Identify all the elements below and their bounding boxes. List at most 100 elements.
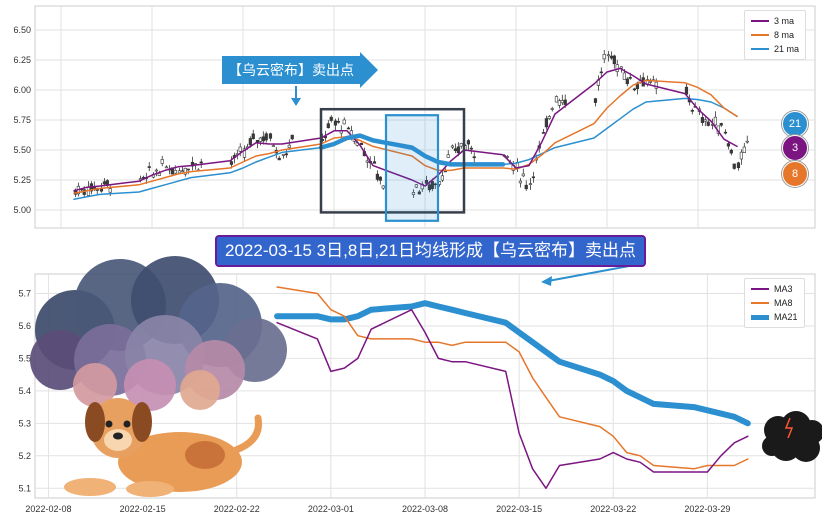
- candle-body: [433, 183, 437, 186]
- candle-body: [745, 140, 749, 143]
- dog-nose: [113, 432, 123, 440]
- legend-label: MA3: [774, 284, 793, 294]
- dog-spot: [185, 441, 225, 469]
- candle-body: [472, 156, 476, 159]
- candle-body: [424, 179, 429, 184]
- bottom-x-tick-label: 2022-03-01: [308, 504, 354, 514]
- arrow-callout-label: 【乌云密布】卖出点: [228, 62, 354, 78]
- candle-body: [359, 142, 364, 146]
- candle-body: [258, 137, 262, 142]
- candle-body: [173, 170, 177, 174]
- candle-body: [622, 72, 626, 80]
- candle-body: [141, 176, 145, 179]
- candle-body: [628, 77, 632, 79]
- candle-body: [466, 140, 470, 145]
- dog-ear: [132, 402, 152, 442]
- candle-body: [287, 144, 291, 148]
- candle-body: [739, 151, 743, 160]
- candle-body: [248, 138, 252, 146]
- candle-body: [531, 176, 535, 179]
- candle-body: [268, 133, 273, 139]
- legend-label: 8 ma: [774, 30, 795, 40]
- badge-ma3: 3: [782, 135, 808, 161]
- candle-body: [342, 119, 346, 125]
- candle-body: [183, 167, 187, 175]
- candle-body: [602, 53, 606, 60]
- candle-body: [554, 96, 559, 103]
- legend-item-21ma: 21 ma: [751, 42, 799, 56]
- cloud-puff: [124, 359, 176, 411]
- candle-body: [606, 54, 611, 57]
- candle-body: [726, 143, 730, 147]
- candle-body: [446, 154, 450, 158]
- candle-body: [264, 133, 268, 141]
- candle-body: [378, 176, 382, 181]
- candle-body: [557, 100, 561, 106]
- legend-swatch: [751, 48, 769, 50]
- candle-body: [550, 108, 554, 110]
- bottom-x-tick-label: 2022-02-08: [25, 504, 71, 514]
- pattern-box-blue: [384, 114, 440, 222]
- bottom-y-tick-label: 5.3: [18, 418, 31, 428]
- candle-body: [199, 161, 203, 164]
- candle-body: [417, 191, 421, 195]
- candle-body: [729, 149, 733, 154]
- top-line-3ma: [73, 67, 738, 192]
- candle-body: [625, 78, 629, 85]
- candle-body: [742, 146, 746, 153]
- legend-swatch: [751, 314, 769, 320]
- dog-icon: [64, 398, 263, 497]
- lightning-icon: [784, 417, 794, 439]
- candle-body: [723, 131, 728, 134]
- bottom-x-tick-label: 2022-03-29: [684, 504, 730, 514]
- legend-item-ma8: MA8: [751, 296, 798, 310]
- candle-body: [251, 133, 255, 140]
- dog-eye: [123, 420, 131, 428]
- candle-body: [281, 153, 286, 156]
- candle-body: [544, 118, 548, 128]
- top-y-tick-label: 5.25: [13, 175, 31, 185]
- candle-body: [430, 181, 434, 189]
- top-legend: 3 ma 8 ma 21 ma: [744, 10, 807, 60]
- legend-label: MA21: [774, 312, 798, 322]
- storm-cloud-icon: [30, 256, 287, 411]
- candle-body: [440, 175, 444, 181]
- candle-body: [261, 136, 265, 142]
- legend-swatch: [751, 288, 769, 290]
- candle-body: [703, 119, 707, 122]
- candle-body: [154, 169, 158, 172]
- top-y-tick-label: 5.75: [13, 115, 31, 125]
- candle-body: [180, 170, 184, 173]
- candle-body: [459, 143, 463, 147]
- candle-body: [469, 147, 473, 150]
- pattern-box-dark: [319, 107, 466, 214]
- candle-body: [157, 173, 161, 176]
- bottom-y-tick-label: 5.2: [18, 451, 31, 461]
- legend-item-ma21: MA21: [751, 310, 798, 324]
- signal-banner: 2022-03-15 3日,8日,21日均线形成【乌云密布】卖出点: [215, 235, 646, 267]
- bottom-x-tick-label: 2022-02-22: [214, 504, 260, 514]
- legend-label: 21 ma: [774, 44, 800, 54]
- candle-body: [277, 157, 281, 161]
- dog-paw: [126, 481, 174, 497]
- candle-body: [736, 162, 741, 169]
- candle-body: [456, 146, 460, 154]
- small-cloud-puff: [792, 434, 820, 462]
- bottom-line-ma8: [276, 286, 749, 470]
- cloud-puff: [73, 363, 117, 407]
- legend-item-3ma: 3 ma: [751, 14, 799, 28]
- legend-item-8ma: 8 ma: [751, 28, 799, 42]
- candle-body: [229, 161, 234, 165]
- candle-body: [333, 120, 338, 126]
- candle-body: [654, 81, 658, 89]
- candle-body: [427, 184, 431, 191]
- candle-body: [690, 110, 694, 112]
- candle-body: [375, 173, 379, 180]
- candle-body: [719, 123, 723, 126]
- candle-body: [560, 100, 564, 104]
- legend-item-ma3: MA3: [751, 282, 798, 296]
- top-y-tick-label: 5.50: [13, 145, 31, 155]
- candle-body: [414, 184, 418, 188]
- small-storm-cloud-icon: [762, 411, 822, 462]
